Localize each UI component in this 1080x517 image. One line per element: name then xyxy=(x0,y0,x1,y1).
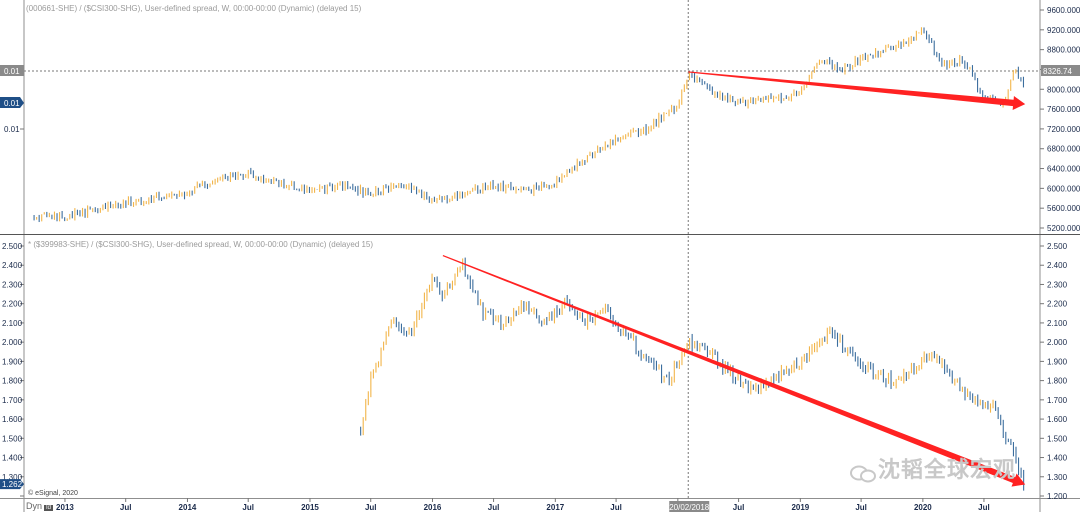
bottom-y-tick-label-left: 1.900 xyxy=(2,357,23,366)
bottom-y-tick-label-left: 2.300 xyxy=(2,280,23,289)
top-left-marker-arrow xyxy=(0,97,24,108)
x-tick-label: Jul xyxy=(733,503,745,512)
top-y-tick-label: 8000.000 xyxy=(1047,85,1080,94)
bottom-y-tick-label-left: 2.500 xyxy=(2,242,23,251)
bottom-left-marker-label: 1.262 xyxy=(2,480,23,489)
top-left-label: 0.01 xyxy=(4,67,20,76)
dyn-text: Dyn xyxy=(26,501,43,511)
bottom-y-tick-label-right: 1.500 xyxy=(1047,434,1068,443)
top-y-tick-label: 6800.000 xyxy=(1047,145,1080,154)
x-tick-label: 2016 xyxy=(424,503,442,512)
bottom-panel-header: * ($399983-SHE) / ($CSI300-SHG), User-de… xyxy=(28,240,374,249)
bottom-y-tick-label-right: 1.300 xyxy=(1047,473,1068,482)
bottom-y-tick-label-left: 1.400 xyxy=(2,454,23,463)
bottom-y-tick-label-right: 1.700 xyxy=(1047,396,1068,405)
top-right-marker-label: 8326.74 xyxy=(1043,67,1072,76)
top-panel-header: (000661-SHE) / ($CSI300-SHG), User-defin… xyxy=(26,4,362,13)
x-tick-label: 2014 xyxy=(179,503,197,512)
top-y-tick-label: 5200.000 xyxy=(1047,224,1080,233)
bottom-y-tick-label-right: 1.600 xyxy=(1047,415,1068,424)
bottom-y-tick-label-left: 2.000 xyxy=(2,338,23,347)
top-y-tick-label: 9200.000 xyxy=(1047,26,1080,35)
x-tick-label: Jul xyxy=(488,503,500,512)
bottom-y-tick-label-left: 1.500 xyxy=(2,434,23,443)
x-tick-label: Jul xyxy=(978,503,990,512)
bottom-y-tick-label-right: 2.500 xyxy=(1047,242,1068,251)
axis-layer: 9600.0009200.0008800.0008400.0008000.000… xyxy=(0,6,1080,512)
watermark-label: 沈韬全球宏观 xyxy=(878,457,1017,482)
bottom-y-tick-label-left: 1.700 xyxy=(2,396,23,405)
x-tick-label: 2017 xyxy=(546,503,564,512)
x-tick-label: 2015 xyxy=(301,503,319,512)
top-y-tick-label: 8800.000 xyxy=(1047,46,1080,55)
bottom-y-tick-label-left: 1.300 xyxy=(2,473,23,482)
bottom-left-marker xyxy=(0,479,24,490)
bottom-y-tick-label-left: 1.800 xyxy=(2,377,23,386)
bottom-y-tick-label-right: 1.900 xyxy=(1047,357,1068,366)
top-y-tick-label: 5600.000 xyxy=(1047,204,1080,213)
top-trend-arrow xyxy=(688,71,1026,110)
crosshair-date-box xyxy=(669,501,710,512)
x-tick-label: Jul xyxy=(855,503,867,512)
top-y-tick-label: 6400.000 xyxy=(1047,165,1080,174)
top-left-label: 0.01 xyxy=(4,125,20,134)
copyright-text: © eSignal, 2020 xyxy=(28,490,78,497)
bottom-y-tick-label-right: 2.100 xyxy=(1047,319,1068,328)
trend-layer xyxy=(442,71,1026,487)
top-y-tick-label: 7200.000 xyxy=(1047,125,1080,134)
bottom-y-tick-label-left: 2.200 xyxy=(2,300,23,309)
x-tick-label: Jul xyxy=(365,503,377,512)
top-left-label: 0.01 xyxy=(4,99,20,108)
x-tick-label: Jul xyxy=(610,503,622,512)
top-y-tick-label: 9600.000 xyxy=(1047,6,1080,15)
top-y-tick-label: 6000.000 xyxy=(1047,184,1080,193)
watermark-text: 沈韬全球宏观 xyxy=(850,452,1016,484)
x-tick-label: Jul xyxy=(120,503,132,512)
crosshair-date-label: 20/02/2018 xyxy=(669,503,710,512)
dyn-label[interactable]: Dyn Id xyxy=(26,501,54,511)
bottom-y-tick-label-left: 2.100 xyxy=(2,319,23,328)
bottom-y-tick-label-left: 2.400 xyxy=(2,261,23,270)
bottom-y-tick-label-right: 1.800 xyxy=(1047,377,1068,386)
x-tick-label: 2013 xyxy=(56,503,74,512)
x-tick-label: 2019 xyxy=(791,503,809,512)
x-tick-label: Jul xyxy=(242,503,254,512)
bottom-trend-arrow xyxy=(442,255,1026,487)
wechat-icon xyxy=(850,463,876,483)
dyn-badge: Id xyxy=(44,505,54,511)
bottom-y-tick-label-right: 1.200 xyxy=(1047,492,1068,501)
bottom-y-tick-label-left: 1.600 xyxy=(2,415,23,424)
bar-layer xyxy=(33,27,1025,491)
bottom-y-tick-label-right: 2.000 xyxy=(1047,338,1068,347)
top-right-marker-box xyxy=(1041,65,1080,76)
top-y-tick-label: 7600.000 xyxy=(1047,105,1080,114)
bottom-y-tick-label-right: 2.200 xyxy=(1047,300,1068,309)
bottom-y-tick-label-right: 2.400 xyxy=(1047,261,1068,270)
bottom-y-tick-label-right: 2.300 xyxy=(1047,280,1068,289)
top-left-marker-box xyxy=(0,65,24,76)
bottom-y-tick-label-right: 1.400 xyxy=(1047,454,1068,463)
x-tick-label: 2020 xyxy=(914,503,932,512)
